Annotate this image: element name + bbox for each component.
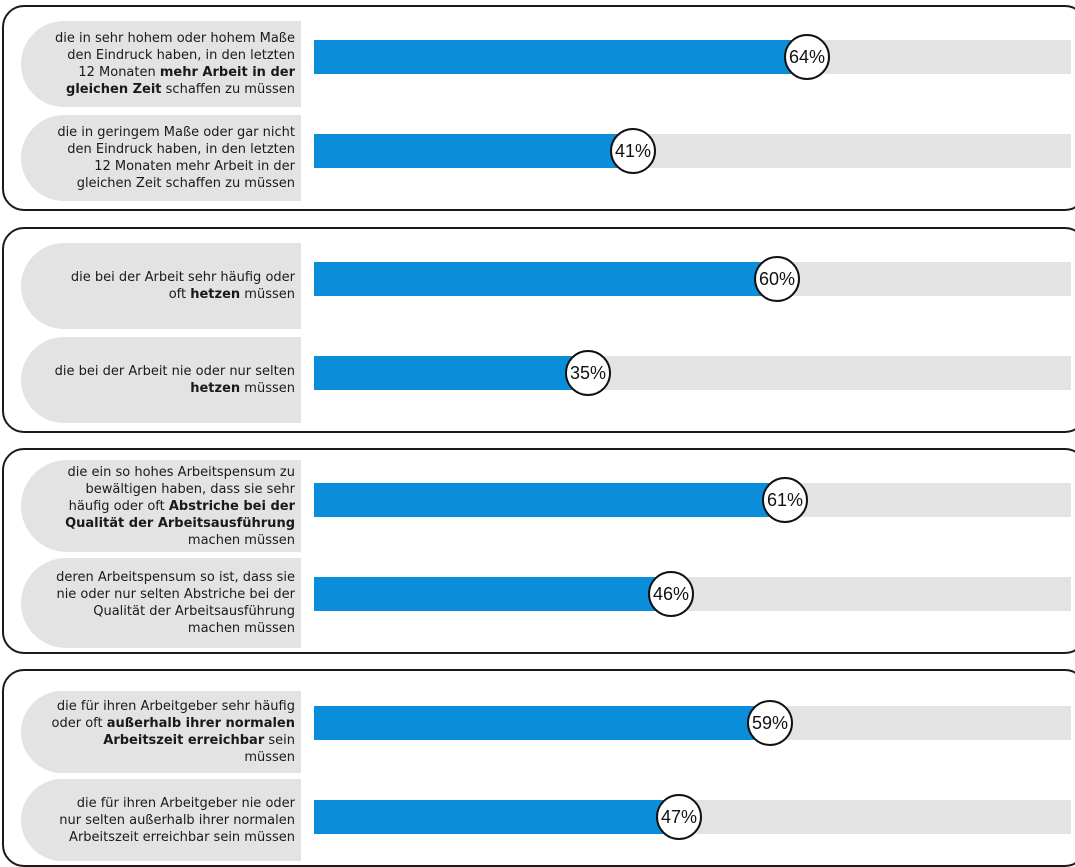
- category-label-emphasis: hetzen: [190, 381, 241, 396]
- bar: [314, 134, 624, 168]
- bar-track: 46%: [314, 571, 1071, 617]
- value-label: 47%: [656, 794, 702, 840]
- bar-track: 59%: [314, 700, 1071, 746]
- bar: [314, 262, 768, 296]
- category-label: die in geringem Maße oder gar nicht den …: [21, 115, 301, 201]
- category-label-text: die in sehr hohem oder hohem Maße den Ei…: [55, 31, 295, 80]
- bar: [314, 483, 776, 517]
- bar: [314, 577, 662, 611]
- bar-track: 47%: [314, 794, 1071, 840]
- category-label-emphasis: hetzen: [190, 287, 241, 302]
- category-label-text: die bei der Arbeit sehr häufig oder oft: [70, 270, 295, 302]
- category-label-text: die bei der Arbeit nie oder nur selten: [54, 364, 295, 379]
- category-label-emphasis: mehr Arbeit in der gleichen Zeit: [66, 65, 295, 97]
- chart-group-1: die in sehr hohem oder hohem Maße den Ei…: [2, 5, 1075, 211]
- category-label-text: die ein so hohes Arbeitspensum zu bewält…: [67, 464, 296, 514]
- value-label: 35%: [565, 350, 611, 396]
- value-label: 60%: [754, 256, 800, 302]
- bar: [314, 800, 670, 834]
- category-label: deren Arbeitspensum so ist, dass sie nie…: [21, 558, 301, 648]
- category-label-text: schaffen zu müssen: [161, 82, 295, 97]
- category-label-text: die für ihren Arbeitgeber sehr häufig od…: [51, 699, 295, 731]
- chart-group-4: die für ihren Arbeitgeber sehr häufig od…: [2, 669, 1075, 867]
- chart-group-2: die bei der Arbeit sehr häufig oder oft …: [2, 227, 1075, 433]
- category-label-text: machen müssen: [187, 532, 295, 548]
- bar-track: 35%: [314, 350, 1071, 396]
- bar: [314, 356, 579, 390]
- bar: [314, 40, 798, 74]
- category-label: die in sehr hohem oder hohem Maße den Ei…: [21, 21, 301, 107]
- category-label-text: die in geringem Maße oder gar nicht den …: [57, 125, 295, 191]
- bar: [314, 706, 761, 740]
- value-label: 64%: [784, 34, 830, 80]
- value-label: 59%: [747, 700, 793, 746]
- bar-track: 64%: [314, 34, 1071, 80]
- bar-track: 61%: [314, 477, 1071, 523]
- category-label-text: die für ihren Arbeitgeber nie oder nur s…: [59, 795, 295, 845]
- chart-group-3: die ein so hohes Arbeitspensum zu bewält…: [2, 448, 1075, 654]
- category-label-emphasis: außerhalb ihrer normalen Arbeitszeit err…: [103, 716, 295, 748]
- category-label-text: müssen: [240, 287, 295, 302]
- category-label-text: deren Arbeitspensum so ist, dass sie nie…: [56, 570, 295, 636]
- bar-track: 41%: [314, 128, 1071, 174]
- category-label: die bei der Arbeit nie oder nur selten h…: [21, 337, 301, 423]
- category-label-emphasis: Abstriche bei der Qualität der Arbeitsau…: [65, 498, 295, 531]
- category-label: die für ihren Arbeitgeber sehr häufig od…: [21, 691, 301, 773]
- category-label: die ein so hohes Arbeitspensum zu bewält…: [21, 460, 301, 552]
- category-label: die bei der Arbeit sehr häufig oder oft …: [21, 243, 301, 329]
- category-label-text: müssen: [240, 381, 295, 396]
- category-label-text: sein müssen: [244, 733, 295, 765]
- value-label: 41%: [610, 128, 656, 174]
- category-label: die für ihren Arbeitgeber nie oder nur s…: [21, 779, 301, 861]
- value-label: 61%: [762, 477, 808, 523]
- value-label: 46%: [648, 571, 694, 617]
- bar-track: 60%: [314, 256, 1071, 302]
